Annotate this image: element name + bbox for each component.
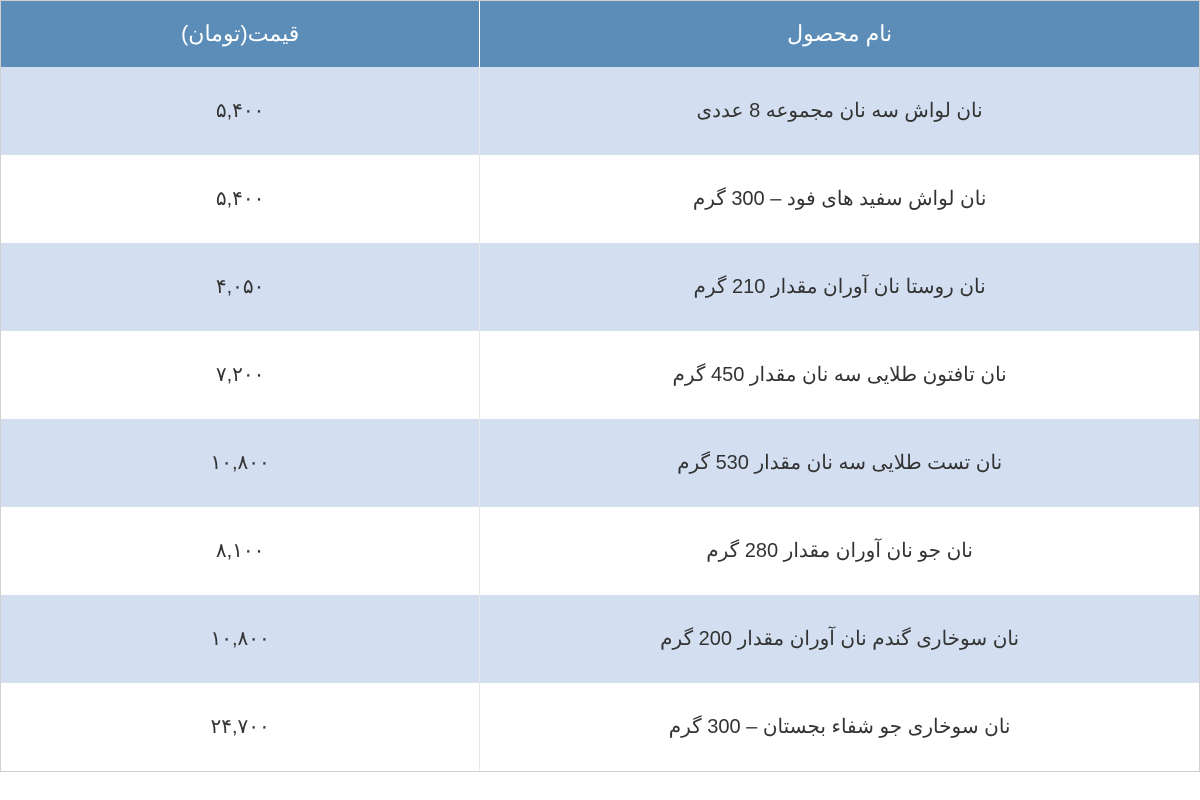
table-row: نان لواش سفید های فود – 300 گرم ۵,۴۰۰ — [1, 155, 1199, 243]
cell-price: ۱۰,۸۰۰ — [1, 595, 480, 683]
table-row: نان سوخاری جو شفاء بجستان – 300 گرم ۲۴,۷… — [1, 683, 1199, 771]
price-table: نام محصول قیمت(تومان) نان لواش سه نان مج… — [0, 0, 1200, 772]
cell-product: نان روستا نان آوران مقدار 210 گرم — [480, 243, 1199, 331]
cell-price: ۸,۱۰۰ — [1, 507, 480, 595]
table-row: نان لواش سه نان مجموعه 8 عددی ۵,۴۰۰ — [1, 67, 1199, 155]
cell-price: ۴,۰۵۰ — [1, 243, 480, 331]
cell-price: ۲۴,۷۰۰ — [1, 683, 480, 771]
table-header: نام محصول قیمت(تومان) — [1, 1, 1199, 67]
cell-product: نان جو نان آوران مقدار 280 گرم — [480, 507, 1199, 595]
cell-product: نان سوخاری جو شفاء بجستان – 300 گرم — [480, 683, 1199, 771]
cell-price: ۷,۲۰۰ — [1, 331, 480, 419]
table-row: نان روستا نان آوران مقدار 210 گرم ۴,۰۵۰ — [1, 243, 1199, 331]
table-row: نان تافتون طلایی سه نان مقدار 450 گرم ۷,… — [1, 331, 1199, 419]
header-product: نام محصول — [480, 1, 1199, 67]
cell-product: نان لواش سفید های فود – 300 گرم — [480, 155, 1199, 243]
cell-price: ۱۰,۸۰۰ — [1, 419, 480, 507]
table-row: نان تست طلایی سه نان مقدار 530 گرم ۱۰,۸۰… — [1, 419, 1199, 507]
header-price: قیمت(تومان) — [1, 1, 480, 67]
cell-product: نان لواش سه نان مجموعه 8 عددی — [480, 67, 1199, 155]
cell-price: ۵,۴۰۰ — [1, 67, 480, 155]
table-row: نان جو نان آوران مقدار 280 گرم ۸,۱۰۰ — [1, 507, 1199, 595]
cell-product: نان تست طلایی سه نان مقدار 530 گرم — [480, 419, 1199, 507]
cell-product: نان تافتون طلایی سه نان مقدار 450 گرم — [480, 331, 1199, 419]
cell-product: نان سوخاری گندم نان آوران مقدار 200 گرم — [480, 595, 1199, 683]
cell-price: ۵,۴۰۰ — [1, 155, 480, 243]
table-row: نان سوخاری گندم نان آوران مقدار 200 گرم … — [1, 595, 1199, 683]
